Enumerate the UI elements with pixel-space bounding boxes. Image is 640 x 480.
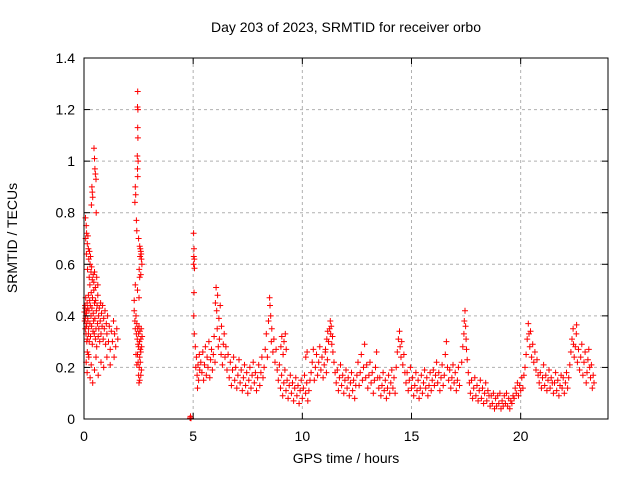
y-tick-label: 0 xyxy=(67,411,75,427)
axis-ticks xyxy=(83,57,608,420)
x-tick-labels: 0 5 10 15 20 xyxy=(80,428,529,444)
x-tick-label: 0 xyxy=(80,428,88,444)
x-tick-label: 20 xyxy=(513,428,529,444)
x-tick-label: 10 xyxy=(295,428,311,444)
chart-title: Day 203 of 2023, SRMTID for receiver orb… xyxy=(211,19,481,35)
plot-border xyxy=(83,57,609,420)
y-tick-label: 1.4 xyxy=(56,50,76,66)
y-tick-label: 0.8 xyxy=(56,205,76,221)
y-tick-label: 1.2 xyxy=(56,102,76,118)
y-tick-label: 0.2 xyxy=(56,359,76,375)
y-tick-label: 1 xyxy=(67,153,75,169)
y-axis-label: SRMTID / TECUs xyxy=(4,183,20,293)
data-points-layer xyxy=(81,88,597,422)
y-tick-label: 0.6 xyxy=(56,256,76,272)
x-tick-label: 15 xyxy=(404,428,420,444)
grid-lines xyxy=(84,58,608,419)
x-tick-label: 5 xyxy=(189,428,197,444)
y-tick-label: 0.4 xyxy=(56,308,76,324)
x-axis-label: GPS time / hours xyxy=(293,450,400,466)
y-tick-labels: 0 0.2 0.4 0.6 0.8 1 1.2 1.4 xyxy=(56,50,76,427)
data-points xyxy=(81,88,597,422)
